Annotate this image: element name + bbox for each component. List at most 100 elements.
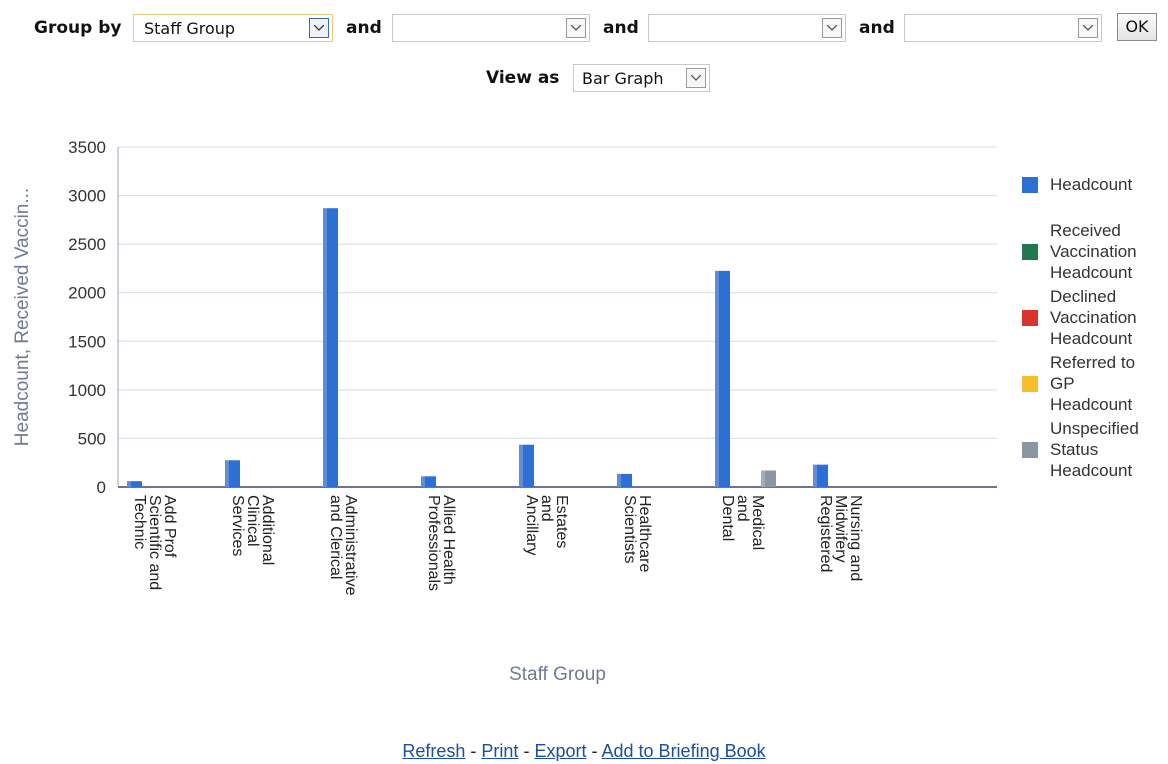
bar-highlight	[421, 476, 425, 487]
legend-label: Unspecified Status Headcount	[1050, 418, 1168, 481]
view-as-select[interactable]: Bar Graph	[573, 64, 710, 92]
x-tick-label: Clinical	[244, 495, 261, 547]
x-tick-label: Ancillary	[523, 495, 540, 555]
legend-label-line: Headcount	[1050, 175, 1133, 194]
and-label-1: and	[346, 18, 382, 38]
bar-highlight	[323, 208, 327, 487]
bar-headcount	[127, 481, 142, 487]
x-tick-label: Estates	[553, 495, 570, 548]
bar-headcount	[225, 460, 240, 487]
x-tick-label: Additional	[259, 495, 276, 565]
bar-unspecified-status-headcount	[761, 470, 776, 487]
and-label-2: and	[603, 18, 639, 38]
legend-label-line: Vaccination	[1050, 242, 1137, 261]
x-tick-label: Add Prof	[161, 495, 178, 558]
add-to-briefing-book-link[interactable]: Add to Briefing Book	[601, 741, 766, 761]
x-tick-label: Technic	[131, 495, 148, 549]
x-tick-label: Dental	[719, 495, 736, 541]
chevron-down-icon[interactable]	[1078, 18, 1098, 38]
bar-headcount	[715, 270, 730, 487]
chevron-down-icon[interactable]	[309, 18, 329, 38]
bar-headcount	[813, 464, 828, 487]
y-tick-label: 1500	[68, 332, 106, 351]
separator: -	[591, 741, 602, 761]
x-tick-label: Registered	[817, 495, 834, 572]
bar-highlight	[519, 444, 523, 487]
legend-label-line: Vaccination	[1050, 308, 1137, 327]
group-by-select-2[interactable]	[392, 14, 590, 42]
legend-swatch	[1022, 442, 1038, 458]
bar-highlight	[813, 464, 817, 487]
separator: -	[470, 741, 482, 761]
x-axis-title: Staff Group	[509, 664, 606, 685]
legend-label-line: Received	[1050, 221, 1121, 240]
x-tick-label: and	[538, 495, 555, 522]
chevron-down-icon[interactable]	[686, 68, 706, 88]
x-tick-label: Allied Health	[440, 495, 457, 585]
group-by-select-1-value: Staff Group	[144, 19, 236, 38]
legend-label-line: Headcount	[1050, 329, 1133, 348]
view-as-label: View as	[486, 68, 560, 88]
y-tick-label: 1000	[68, 381, 106, 400]
y-axis-title: Headcount, Received Vaccin...	[12, 188, 33, 446]
legend-label-line: Headcount	[1050, 395, 1133, 414]
and-label-3: and	[859, 18, 895, 38]
refresh-link[interactable]: Refresh	[402, 741, 466, 761]
x-tick-label: Healthcare	[636, 495, 653, 572]
legend-label-line: Unspecified	[1050, 419, 1139, 438]
x-tick-label: and	[734, 495, 751, 522]
x-tick-label: and Clerical	[327, 495, 344, 579]
legend-swatch	[1022, 376, 1038, 392]
x-tick-label: Administrative	[342, 495, 359, 596]
bar-highlight	[225, 460, 229, 487]
export-link[interactable]: Export	[534, 741, 587, 761]
bar-highlight	[761, 470, 765, 487]
bar-headcount	[421, 476, 436, 487]
x-tick-label: Nursing and	[847, 495, 864, 581]
view-as-select-value: Bar Graph	[582, 69, 664, 88]
group-by-select-4[interactable]	[904, 14, 1102, 42]
bar-highlight	[127, 481, 131, 487]
x-tick-label: Midwifery	[832, 495, 849, 563]
legend-label: Declined Vaccination Headcount	[1050, 286, 1168, 349]
legend-swatch	[1022, 177, 1038, 193]
legend-label: Headcount	[1050, 174, 1168, 195]
bar-highlight	[617, 473, 621, 487]
legend-swatch	[1022, 310, 1038, 326]
legend-label-line: Headcount	[1050, 263, 1133, 282]
view-as-row: View as Bar Graph	[0, 62, 1168, 94]
x-tick-label: Scientists	[621, 495, 638, 563]
y-tick-label: 2500	[68, 235, 106, 254]
separator: -	[523, 741, 535, 761]
y-tick-label: 2000	[68, 284, 106, 303]
x-tick-label: Professionals	[425, 495, 442, 591]
legend-label-line: Referred to	[1050, 353, 1136, 372]
group-by-toolbar: Group by Staff Group and and and OK	[0, 12, 1168, 46]
bar-headcount	[519, 444, 534, 487]
group-by-label: Group by	[34, 18, 122, 38]
legend-label-line: Status	[1050, 440, 1099, 459]
legend-label-line: GP	[1050, 374, 1075, 393]
legend-label-line: Declined	[1050, 287, 1117, 306]
chevron-down-icon[interactable]	[566, 18, 586, 38]
legend-swatch	[1022, 244, 1038, 260]
y-tick-label: 500	[78, 429, 106, 448]
bar-headcount	[323, 208, 338, 487]
ok-button[interactable]: OK	[1117, 13, 1157, 41]
chevron-down-icon[interactable]	[822, 18, 842, 38]
bar-highlight	[715, 270, 719, 487]
y-tick-label: 3000	[68, 187, 106, 206]
legend-label: Received Vaccination Headcount	[1050, 220, 1168, 283]
y-tick-label: 3500	[68, 138, 106, 157]
bar-headcount	[617, 473, 632, 487]
group-by-select-1[interactable]: Staff Group	[133, 14, 333, 42]
y-tick-label: 0	[97, 478, 106, 497]
group-by-select-3[interactable]	[648, 14, 846, 42]
footer-links: Refresh - Print - Export - Add to Briefi…	[0, 741, 1168, 762]
x-tick-label: Services	[229, 495, 246, 556]
print-link[interactable]: Print	[481, 741, 519, 761]
legend-label-line: Headcount	[1050, 461, 1133, 480]
x-tick-label: Scientific and	[146, 495, 163, 590]
legend-label: Referred to GP Headcount	[1050, 352, 1168, 415]
